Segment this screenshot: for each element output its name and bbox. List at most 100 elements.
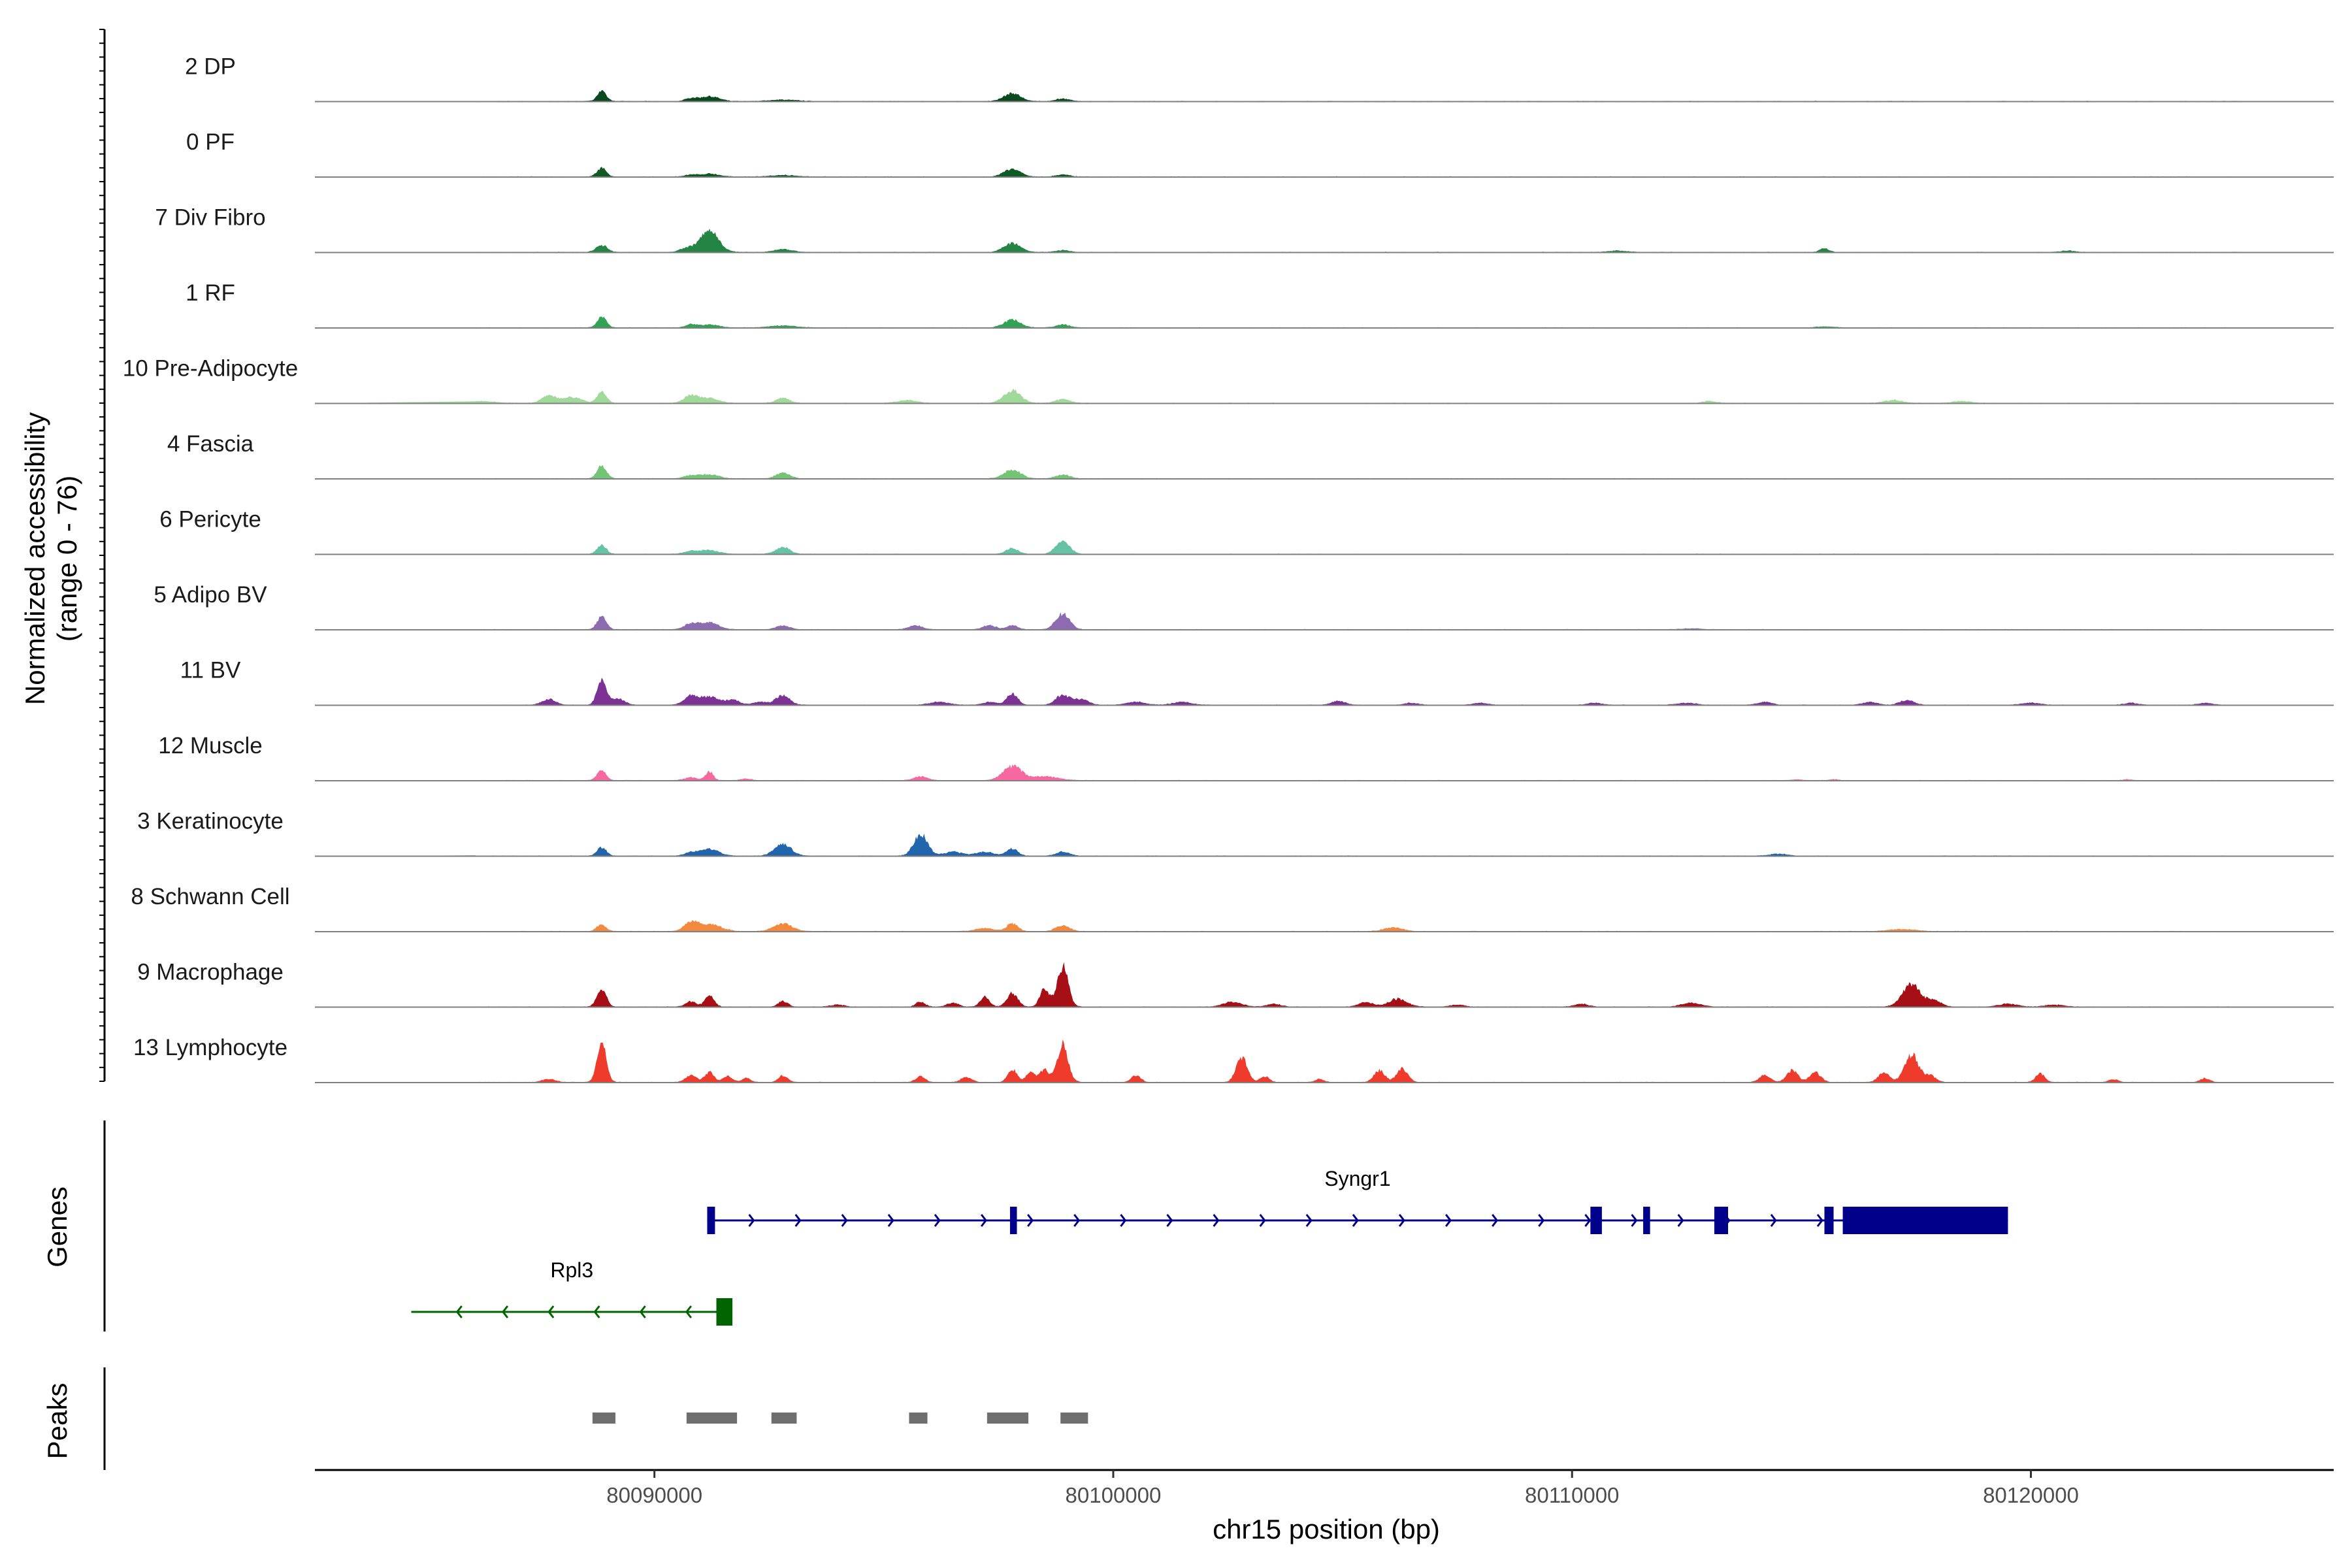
strand-arrow bbox=[1073, 1214, 1081, 1227]
strand-arrow bbox=[748, 1214, 755, 1227]
track-8: 5 Adipo BV bbox=[154, 582, 2334, 630]
track-11: 3 Keratinocyte bbox=[137, 809, 2334, 857]
track-label: 8 Schwann Cell bbox=[131, 884, 289, 909]
track-14: 13 Lymphocyte bbox=[133, 1035, 2334, 1083]
coverage-area bbox=[315, 465, 2334, 479]
strand-arrow bbox=[1398, 1214, 1405, 1227]
strand-arrow bbox=[455, 1305, 463, 1318]
track-label: 5 Adipo BV bbox=[154, 582, 267, 608]
peaks-panel-label: Peaks bbox=[42, 1383, 73, 1460]
x-axis-title: chr15 position (bp) bbox=[1213, 1514, 1440, 1544]
y-axis-title-line2: (range 0 - 76) bbox=[52, 476, 82, 642]
strand-arrow bbox=[1816, 1214, 1823, 1227]
peak-region bbox=[909, 1413, 928, 1424]
track-3: 7 Div Fibro bbox=[155, 205, 2334, 253]
track-7: 6 Pericyte bbox=[159, 507, 2334, 555]
genes-panel-label: Genes bbox=[42, 1186, 73, 1267]
strand-arrow bbox=[1213, 1214, 1220, 1227]
strand-arrow bbox=[1677, 1214, 1684, 1227]
gene-exon bbox=[1842, 1207, 2008, 1234]
track-label: 13 Lymphocyte bbox=[133, 1035, 287, 1060]
track-10: 12 Muscle bbox=[158, 733, 2334, 781]
strand-arrow bbox=[502, 1305, 509, 1318]
gene-exon bbox=[1009, 1207, 1017, 1234]
strand-arrow bbox=[685, 1305, 693, 1318]
track-6: 4 Fascia bbox=[167, 431, 2334, 480]
track-12: 8 Schwann Cell bbox=[131, 884, 2334, 932]
peak-region bbox=[592, 1413, 615, 1424]
coverage-area bbox=[315, 1039, 2334, 1083]
strand-arrow bbox=[639, 1305, 646, 1318]
strand-arrow bbox=[1166, 1214, 1173, 1227]
strand-arrow bbox=[1538, 1214, 1545, 1227]
coverage-tracks: 2 DP 0 PF 7 Div Fibro 1 RF 10 Pre-Adipocyte 4… bbox=[123, 54, 2334, 1083]
coverage-area bbox=[315, 388, 2334, 404]
gene-exon bbox=[1643, 1207, 1650, 1234]
gene-exon bbox=[707, 1207, 715, 1234]
track-1: 2 DP bbox=[185, 54, 2334, 103]
gene-exon bbox=[1824, 1207, 1834, 1234]
strand-arrow bbox=[887, 1214, 894, 1227]
strand-arrow bbox=[1584, 1214, 1592, 1227]
x-tick-label: 80120000 bbox=[1983, 1483, 2079, 1507]
strand-arrow bbox=[547, 1305, 555, 1318]
coverage-area bbox=[315, 920, 2334, 932]
left-axis bbox=[99, 29, 106, 1082]
track-label: 10 Pre-Adipocyte bbox=[123, 356, 298, 382]
track-label: 3 Keratinocyte bbox=[137, 809, 284, 834]
strand-arrow bbox=[794, 1214, 802, 1227]
track-label: 0 PF bbox=[186, 129, 235, 155]
peak-region bbox=[686, 1413, 738, 1424]
coverage-area bbox=[315, 962, 2334, 1007]
peaks-panel bbox=[103, 1367, 1088, 1470]
coverage-area bbox=[315, 678, 2334, 706]
y-axis-title-line1: Normalized accessibility bbox=[20, 412, 50, 705]
gene-name: Syngr1 bbox=[1324, 1167, 1390, 1190]
track-label: 4 Fascia bbox=[167, 431, 254, 457]
track-label: 7 Div Fibro bbox=[155, 205, 265, 231]
strand-arrow bbox=[593, 1305, 600, 1318]
coverage-area bbox=[315, 229, 2334, 253]
strand-arrow bbox=[1492, 1214, 1499, 1227]
gene-exon bbox=[1590, 1207, 1602, 1234]
strand-arrow bbox=[841, 1214, 848, 1227]
track-label: 9 Macrophage bbox=[137, 960, 284, 985]
peak-region bbox=[771, 1413, 797, 1424]
coverage-area bbox=[315, 764, 2334, 781]
gene-name: Rpl3 bbox=[550, 1258, 593, 1282]
track-9: 11 BV bbox=[180, 658, 2334, 706]
coverage-area bbox=[315, 833, 2334, 857]
track-13: 9 Macrophage bbox=[137, 960, 2334, 1008]
x-tick-label: 80110000 bbox=[1525, 1483, 1619, 1507]
peak-region bbox=[987, 1413, 1029, 1424]
strand-arrow bbox=[1352, 1214, 1359, 1227]
strand-arrow bbox=[1445, 1214, 1452, 1227]
gene-rpl3: Rpl3 bbox=[411, 1258, 733, 1326]
strand-arrow bbox=[980, 1214, 987, 1227]
coverage-area bbox=[315, 90, 2334, 102]
x-tick-label: 80090000 bbox=[606, 1483, 702, 1507]
strand-arrow bbox=[1259, 1214, 1266, 1227]
strand-arrow bbox=[1026, 1214, 1034, 1227]
gene-syngr1: Syngr1 bbox=[707, 1167, 2008, 1234]
strand-arrow bbox=[1631, 1214, 1638, 1227]
strand-arrow bbox=[934, 1214, 941, 1227]
track-label: 12 Muscle bbox=[158, 733, 263, 759]
track-label: 2 DP bbox=[185, 54, 236, 80]
track-2: 0 PF bbox=[186, 129, 2334, 178]
gene-exon bbox=[716, 1298, 733, 1326]
track-label: 11 BV bbox=[180, 658, 241, 683]
strand-arrow bbox=[1305, 1214, 1313, 1227]
coverage-area bbox=[315, 612, 2334, 630]
track-4: 1 RF bbox=[186, 280, 2334, 329]
gene-exon bbox=[1714, 1207, 1728, 1234]
track-5: 10 Pre-Adipocyte bbox=[123, 356, 2334, 404]
x-axis: 80090000 80100000 80110000 80120000 bbox=[315, 1469, 2334, 1507]
coverage-area bbox=[315, 540, 2334, 555]
x-tick-label: 80100000 bbox=[1066, 1483, 1162, 1507]
strand-arrow bbox=[1770, 1214, 1777, 1227]
coverage-area bbox=[315, 316, 2334, 328]
coverage-area bbox=[315, 167, 2334, 177]
peak-region bbox=[1060, 1413, 1088, 1424]
track-label: 1 RF bbox=[186, 280, 235, 306]
